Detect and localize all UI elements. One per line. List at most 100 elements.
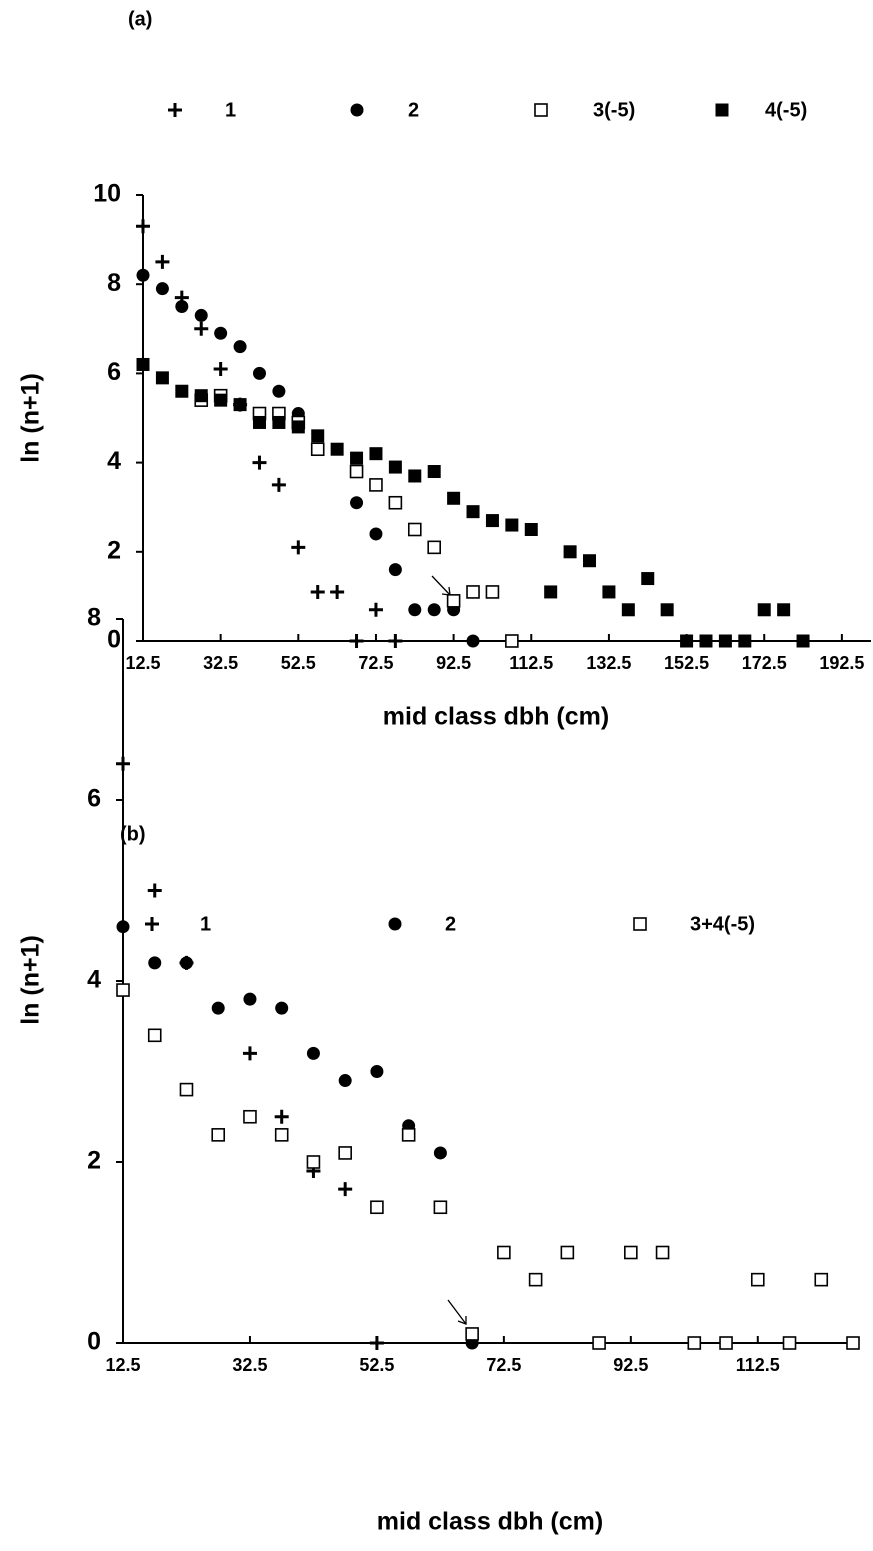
legend-marker [715,103,729,117]
filled-square-point [214,393,228,407]
circle-point [350,496,364,510]
open-square-point [814,1272,829,1287]
x-tick-label: 172.5 [742,653,787,673]
circle-point [427,603,441,617]
filled-square-point [136,357,150,371]
plus-point [388,634,403,648]
filled-square-point [155,371,169,385]
x-tick-label: 32.5 [203,653,238,673]
filled-square-point [427,465,441,479]
filled-square-point [311,429,325,443]
legend-label: 1 [225,99,236,121]
open-square-point [465,1327,479,1341]
circle-point [233,340,247,354]
filled-square-point [330,442,344,456]
legend-marker [388,917,402,931]
open-square-point [310,442,325,457]
filled-square-point [252,415,266,429]
filled-square-point [621,603,635,617]
circle-point [275,1001,289,1015]
circle-point [175,300,189,313]
x-tick-label: 92.5 [613,1355,648,1375]
open-square-point [427,540,442,555]
filled-square-point [524,523,538,536]
filled-square-point [699,634,713,648]
filled-square-point [505,518,519,532]
filled-square-point [660,603,674,617]
filled-square-point [563,545,577,559]
plus-point [147,883,162,898]
filled-square-point [408,469,422,483]
y-tick-label: 4 [107,447,121,475]
x-tick-label: 132.5 [586,653,631,673]
open-square-point [750,1272,765,1287]
open-square-point [466,585,480,599]
plus-point [330,584,345,599]
plus-point [274,1109,289,1124]
open-square-point [369,478,383,492]
plus-point [310,584,325,599]
open-square-point [179,1082,194,1097]
y-tick-label: 6 [107,358,121,386]
filled-square-point [233,398,247,412]
open-square-point [349,464,364,479]
filled-square-point [466,505,480,519]
circle-point [136,268,150,282]
y-tick-label: 10 [93,180,121,208]
circle-point [370,1065,384,1078]
filled-square-point [796,634,810,648]
plus-point [155,254,170,269]
filled-square-point [194,389,208,403]
open-square-point [388,495,403,510]
filled-square-point [738,634,752,648]
open-square-point [782,1336,797,1350]
legend-label: 3+4(-5) [690,913,755,935]
y-axis-label: ln (n+1) [17,935,45,1025]
plus-point [369,1336,384,1350]
x-tick-label: 52.5 [281,653,316,673]
circle-point [252,366,266,380]
filled-square-point [602,585,616,599]
filled-square-point [718,634,732,648]
circle-point [214,326,228,340]
x-tick-label: 12.5 [105,1355,140,1375]
plus-point [291,540,306,555]
open-square-point [211,1128,226,1142]
x-tick-label: 192.5 [819,653,864,673]
open-square-point [592,1336,606,1350]
x-axis-label: mid class dbh (cm) [383,703,609,731]
plus-point [338,1182,353,1197]
open-square-point [846,1336,860,1350]
open-square-point [147,1028,162,1043]
x-tick-label: 32.5 [232,1355,267,1375]
circle-point [433,1146,447,1160]
y-tick-label: 0 [87,1328,101,1356]
filled-square-point [485,514,499,528]
circle-point [155,282,169,296]
filled-square-point [777,603,791,617]
x-tick-label: 72.5 [358,653,393,673]
circle-point [243,992,257,1006]
filled-square-point [350,451,364,465]
legend-label: 2 [408,99,419,121]
open-square-point [338,1146,352,1160]
plus-point [242,1046,257,1061]
y-tick-label: 2 [87,1147,101,1175]
x-tick-label: 52.5 [359,1355,394,1375]
open-square-point [116,983,130,997]
open-square-point [687,1336,702,1350]
open-square-point [401,1128,416,1142]
filled-square-point [388,460,402,474]
y-tick-label: 0 [107,626,121,654]
circle-point [408,603,422,617]
legend-marker [350,103,364,117]
circle-point [179,956,193,970]
filled-square-point [757,603,771,617]
open-square-point [528,1272,543,1287]
y-axis-label: ln (n+1) [17,373,45,463]
filled-square-point [544,585,558,599]
legend-marker [145,917,159,931]
circle-point [211,1001,225,1015]
open-square-point [370,1200,384,1215]
